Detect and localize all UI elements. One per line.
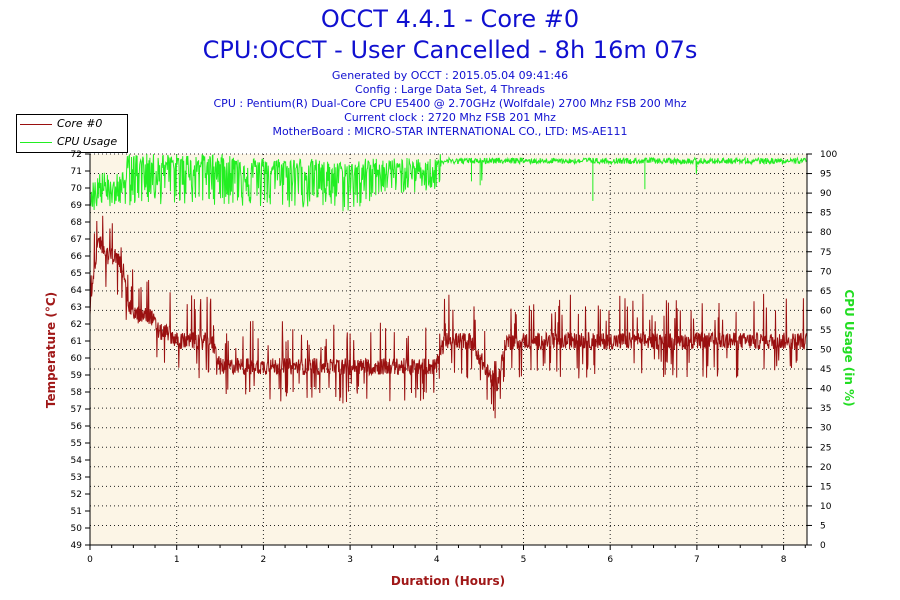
series-line-cpu-usage	[89, 153, 808, 212]
y-tick-label: 72	[71, 150, 82, 160]
axes: 0 1 2 3 4 5 6 7 84950515253545556575859606162636…	[71, 150, 838, 565]
y-axis-label: Temperature (°C)	[44, 292, 58, 408]
y-tick-label: 55	[71, 439, 82, 449]
y2-tick-label: 30	[820, 424, 832, 434]
y-tick-label: 66	[71, 252, 83, 262]
info-generated: Generated by OCCT : 2015.05.04 09:41:46	[331, 69, 569, 82]
y-tick-label: 64	[71, 286, 83, 296]
series-core0	[89, 215, 808, 419]
y2-tick-label: 75	[820, 248, 831, 258]
y-tick-label: 70	[71, 184, 83, 194]
y-tick-label: 69	[71, 201, 83, 211]
y2-tick-label: 35	[820, 404, 831, 414]
x-tick-label: 7	[694, 555, 700, 565]
info-config: Config : Large Data Set, 4 Threads	[355, 83, 545, 96]
y-tick-label: 63	[71, 303, 82, 313]
legend-item-core0: Core #0	[17, 116, 127, 132]
y-tick-label: 65	[71, 269, 82, 279]
y2-tick-label: 45	[820, 365, 831, 375]
y2-tick-label: 55	[820, 326, 831, 336]
chart-title: OCCT 4.4.1 - Core #0	[320, 5, 580, 33]
x-tick-label: 2	[261, 555, 267, 565]
x-tick-label: 6	[607, 555, 613, 565]
y2-tick-label: 60	[820, 306, 832, 316]
x-tick-label: 0	[87, 555, 93, 565]
y2-tick-label: 0	[820, 541, 826, 551]
y-tick-label: 57	[71, 405, 82, 415]
y-tick-label: 49	[71, 541, 83, 551]
y2-tick-label: 90	[820, 189, 832, 199]
series-cpu-usage	[89, 153, 808, 212]
info-clock: Current clock : 2720 Mhz FSB 201 Mhz	[344, 111, 556, 124]
x-tick-label: 3	[347, 555, 353, 565]
y2-tick-label: 15	[820, 482, 831, 492]
y-tick-label: 54	[71, 456, 83, 466]
y-tick-label: 58	[71, 388, 83, 398]
y2-tick-label: 5	[820, 521, 826, 531]
y-tick-label: 50	[71, 524, 83, 534]
x-tick-label: 5	[521, 555, 527, 565]
y-tick-label: 68	[71, 218, 83, 228]
y2-tick-label: 20	[820, 463, 832, 473]
y2-tick-label: 100	[820, 150, 837, 160]
y-tick-label: 53	[71, 473, 82, 483]
y2-axis-label: CPU Usage (in %)	[842, 289, 856, 406]
y-tick-label: 62	[71, 320, 82, 330]
x-tick-label: 8	[781, 555, 787, 565]
x-axis-label: Duration (Hours)	[391, 574, 505, 588]
y-tick-label: 52	[71, 490, 82, 500]
y-tick-label: 71	[71, 167, 82, 177]
y-tick-label: 60	[71, 354, 83, 364]
y2-tick-label: 10	[820, 502, 832, 512]
y2-tick-label: 40	[820, 385, 832, 395]
y-tick-label: 56	[71, 422, 83, 432]
y-tick-label: 59	[71, 371, 83, 381]
legend-label-cpu-usage: CPU Usage	[57, 135, 118, 148]
y2-tick-label: 25	[820, 443, 831, 453]
info-cpu: CPU : Pentium(R) Dual-Core CPU E5400 @ 2…	[213, 97, 687, 110]
legend: Core #0 CPU Usage	[16, 114, 128, 153]
legend-label-core0: Core #0	[57, 117, 103, 130]
y2-tick-label: 85	[820, 209, 831, 219]
y2-tick-label: 50	[820, 346, 832, 356]
series-line-core0	[89, 215, 808, 419]
y-tick-label: 67	[71, 235, 82, 245]
chart-subtitle: CPU:OCCT - User Cancelled - 8h 16m 07s	[202, 36, 698, 64]
x-tick-label: 1	[174, 555, 180, 565]
y2-tick-label: 95	[820, 170, 831, 180]
y-tick-label: 61	[71, 337, 82, 347]
legend-item-cpu-usage: CPU Usage	[17, 134, 127, 150]
y2-tick-label: 65	[820, 287, 831, 297]
y2-tick-label: 80	[820, 228, 832, 238]
legend-swatch-core0	[20, 124, 52, 125]
legend-swatch-cpu-usage	[20, 142, 52, 143]
x-tick-label: 4	[434, 555, 440, 565]
info-motherboard: MotherBoard : MICRO-STAR INTERNATIONAL C…	[272, 125, 628, 138]
y2-tick-label: 70	[820, 267, 832, 277]
y-tick-label: 51	[71, 507, 82, 517]
